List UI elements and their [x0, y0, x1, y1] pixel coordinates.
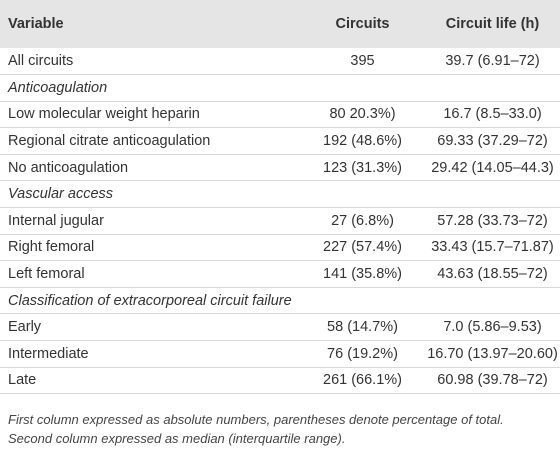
table-row: Low molecular weight heparin 80 20.3%) 16.…: [0, 101, 560, 129]
header-cell: Circuit life (h): [425, 0, 560, 48]
table-cell: 141 (35.8%): [300, 260, 425, 288]
table-row: Right femoral 227 (57.4%) 33.43 (15.7–71.8…: [0, 234, 560, 262]
table-cell: Left femoral: [0, 260, 300, 288]
table-cell: 33.43 (15.7–71.87): [425, 234, 560, 262]
table-cell: 76 (19.2%): [300, 340, 425, 368]
table-cell: All circuits: [0, 48, 300, 76]
table-cell: 192 (48.6%): [300, 127, 425, 155]
table-cell: 69.33 (37.29–72): [425, 127, 560, 155]
table-row: Vascular access: [0, 180, 560, 209]
table-cell: Right femoral: [0, 234, 300, 262]
header-cell: Variable: [0, 0, 300, 48]
data-table: Variable Circuits Circuit life (h) All cir…: [0, 0, 560, 395]
table-row: No anticoagulation 123 (31.3%) 29.42 (14.0…: [0, 154, 560, 182]
table-cell: Regional citrate anticoagulation: [0, 127, 300, 155]
table-cell: Internal jugular: [0, 207, 300, 235]
table-cell: 57.28 (33.73–72): [425, 207, 560, 235]
table-row: Regional citrate anticoagulation 192 (48.…: [0, 127, 560, 155]
table-cell: 7.0 (5.86–9.53): [425, 313, 560, 342]
table-cell: 29.42 (14.05–44.3): [425, 154, 560, 182]
header-row: Variable Circuits Circuit life (h): [0, 0, 560, 48]
table-cell: Late: [0, 367, 300, 395]
table-cell: No anticoagulation: [0, 154, 300, 182]
table-row: Intermediate 76 (19.2%) 16.70 (13.97–20.60…: [0, 340, 560, 368]
table-cell: Early: [0, 313, 300, 342]
table-cell: 58 (14.7%): [300, 313, 425, 342]
table-row: All circuits 395 39.7 (6.91–72): [0, 48, 560, 76]
table-cell: 395: [300, 48, 425, 76]
table-cell: 27 (6.8%): [300, 207, 425, 235]
table-row: Left femoral 141 (35.8%) 43.63 (18.55–72): [0, 260, 560, 288]
table-cell: 16.70 (13.97–20.60): [425, 340, 560, 368]
section-label: Vascular access: [0, 180, 560, 209]
table-cell: Low molecular weight heparin: [0, 101, 300, 129]
table-cell: 80 20.3%): [300, 101, 425, 129]
table-row: Classification of extracorporeal circuit…: [0, 287, 560, 315]
table-cell: 60.98 (39.78–72): [425, 367, 560, 395]
table-row: Early 58 (14.7%) 7.0 (5.86–9.53): [0, 313, 560, 342]
table-cell: 227 (57.4%): [300, 234, 425, 262]
header-cell: Circuits: [300, 0, 425, 48]
table-cell: Intermediate: [0, 340, 300, 368]
footnote-line: Second column expressed as median (inter…: [8, 431, 346, 446]
table-row: Late 261 (66.1%) 60.98 (39.78–72): [0, 367, 560, 395]
table-row: Anticoagulation: [0, 74, 560, 102]
section-label: Anticoagulation: [0, 74, 560, 102]
table-cell: 261 (66.1%): [300, 367, 425, 395]
table-cell: 43.63 (18.55–72): [425, 260, 560, 288]
section-label: Classification of extracorporeal circuit…: [0, 287, 560, 315]
footnote-line: First column expressed as absolute numbe…: [8, 412, 504, 427]
table-cell: 39.7 (6.91–72): [425, 48, 560, 76]
table-cell: 16.7 (8.5–33.0): [425, 101, 560, 129]
table-row: Internal jugular 27 (6.8%) 57.28 (33.73–72…: [0, 207, 560, 235]
table-cell: 123 (31.3%): [300, 154, 425, 182]
footnote: First column expressed as absolute numbe…: [8, 410, 504, 448]
